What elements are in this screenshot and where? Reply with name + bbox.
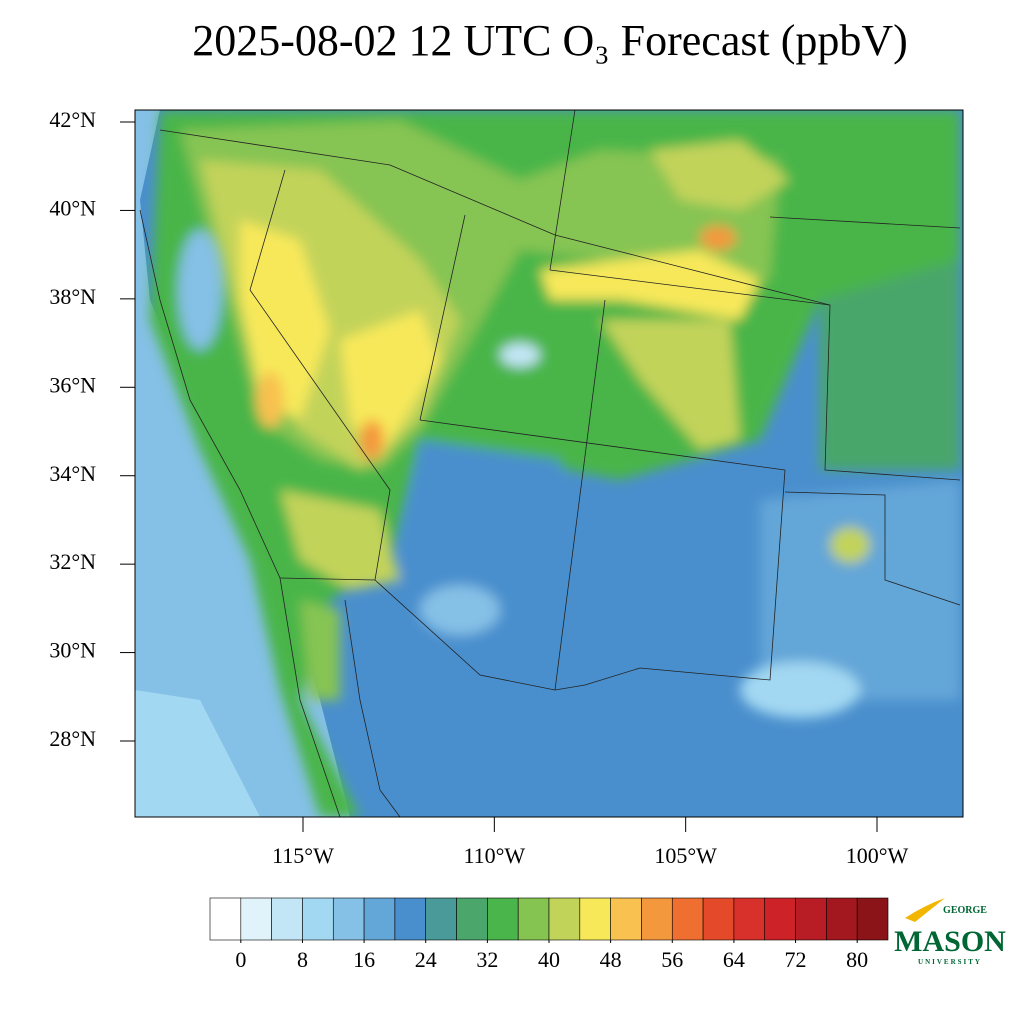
colorbar-label: 8	[297, 947, 308, 972]
colorbar-box	[302, 897, 334, 941]
colorbar-box	[548, 897, 581, 941]
colorbar-box	[271, 897, 303, 941]
colorbar-box	[733, 897, 766, 941]
colorbar-box	[610, 897, 642, 941]
colorbar-box	[764, 897, 796, 941]
colorbar-label: 72	[785, 947, 807, 972]
colorbar-box	[209, 897, 242, 941]
logo-top: GEORGE	[943, 905, 987, 916]
colorbar-label: 56	[661, 947, 683, 972]
lat-label: 30°N	[49, 638, 96, 663]
colorbar-box	[332, 897, 365, 941]
lat-label: 34°N	[49, 461, 96, 486]
colorbar-box	[363, 897, 396, 941]
colorbar-label: 48	[600, 947, 622, 972]
colorbar: 0 8 16 24 32 40 48 56 64 72 80	[209, 897, 889, 972]
logo: GEORGE MASON UNIVERSITY	[894, 898, 1006, 966]
lon-label: 100°W	[846, 843, 909, 868]
colorbar-box	[579, 897, 611, 941]
colorbar-box	[394, 897, 427, 941]
lat-label: 28°N	[49, 726, 96, 751]
colorbar-label: 64	[723, 947, 745, 972]
colorbar-box	[702, 897, 735, 941]
logo-bottom: UNIVERSITY	[918, 958, 982, 966]
lat-label: 32°N	[49, 549, 96, 574]
colorbar-box	[487, 897, 519, 941]
colorbar-label: 16	[353, 947, 375, 972]
colorbar-label: 32	[476, 947, 498, 972]
map-field	[135, 110, 963, 817]
lat-label: 42°N	[49, 107, 96, 132]
colorbar-box	[795, 897, 827, 941]
colorbar-box	[641, 897, 673, 941]
lon-label: 110°W	[463, 843, 525, 868]
colorbar-box	[826, 897, 858, 941]
lat-label: 40°N	[49, 195, 96, 220]
lon-label: 105°W	[654, 843, 717, 868]
colorbar-box	[240, 897, 272, 941]
colorbar-box	[456, 897, 488, 941]
colorbar-label: 0	[235, 947, 246, 972]
logo-main: MASON	[894, 925, 1006, 958]
colorbar-label: 40	[538, 947, 560, 972]
colorbar-box	[856, 897, 889, 941]
colorbar-box	[517, 897, 550, 941]
colorbar-label: 24	[415, 947, 437, 972]
title: 2025-08-02 12 UTC O₃ Forecast (ppbV)	[192, 16, 908, 65]
map-frame	[134, 109, 964, 818]
colorbar-box	[425, 897, 457, 941]
lon-label: 115°W	[272, 843, 334, 868]
colorbar-box	[671, 897, 704, 941]
lat-label: 38°N	[49, 284, 96, 309]
colorbar-label: 80	[846, 947, 868, 972]
axes: 42°N 40°N 38°N 36°N 34°N 32°N 30°N 28°N 115°W 110…	[49, 107, 908, 868]
lat-label: 36°N	[49, 372, 96, 397]
